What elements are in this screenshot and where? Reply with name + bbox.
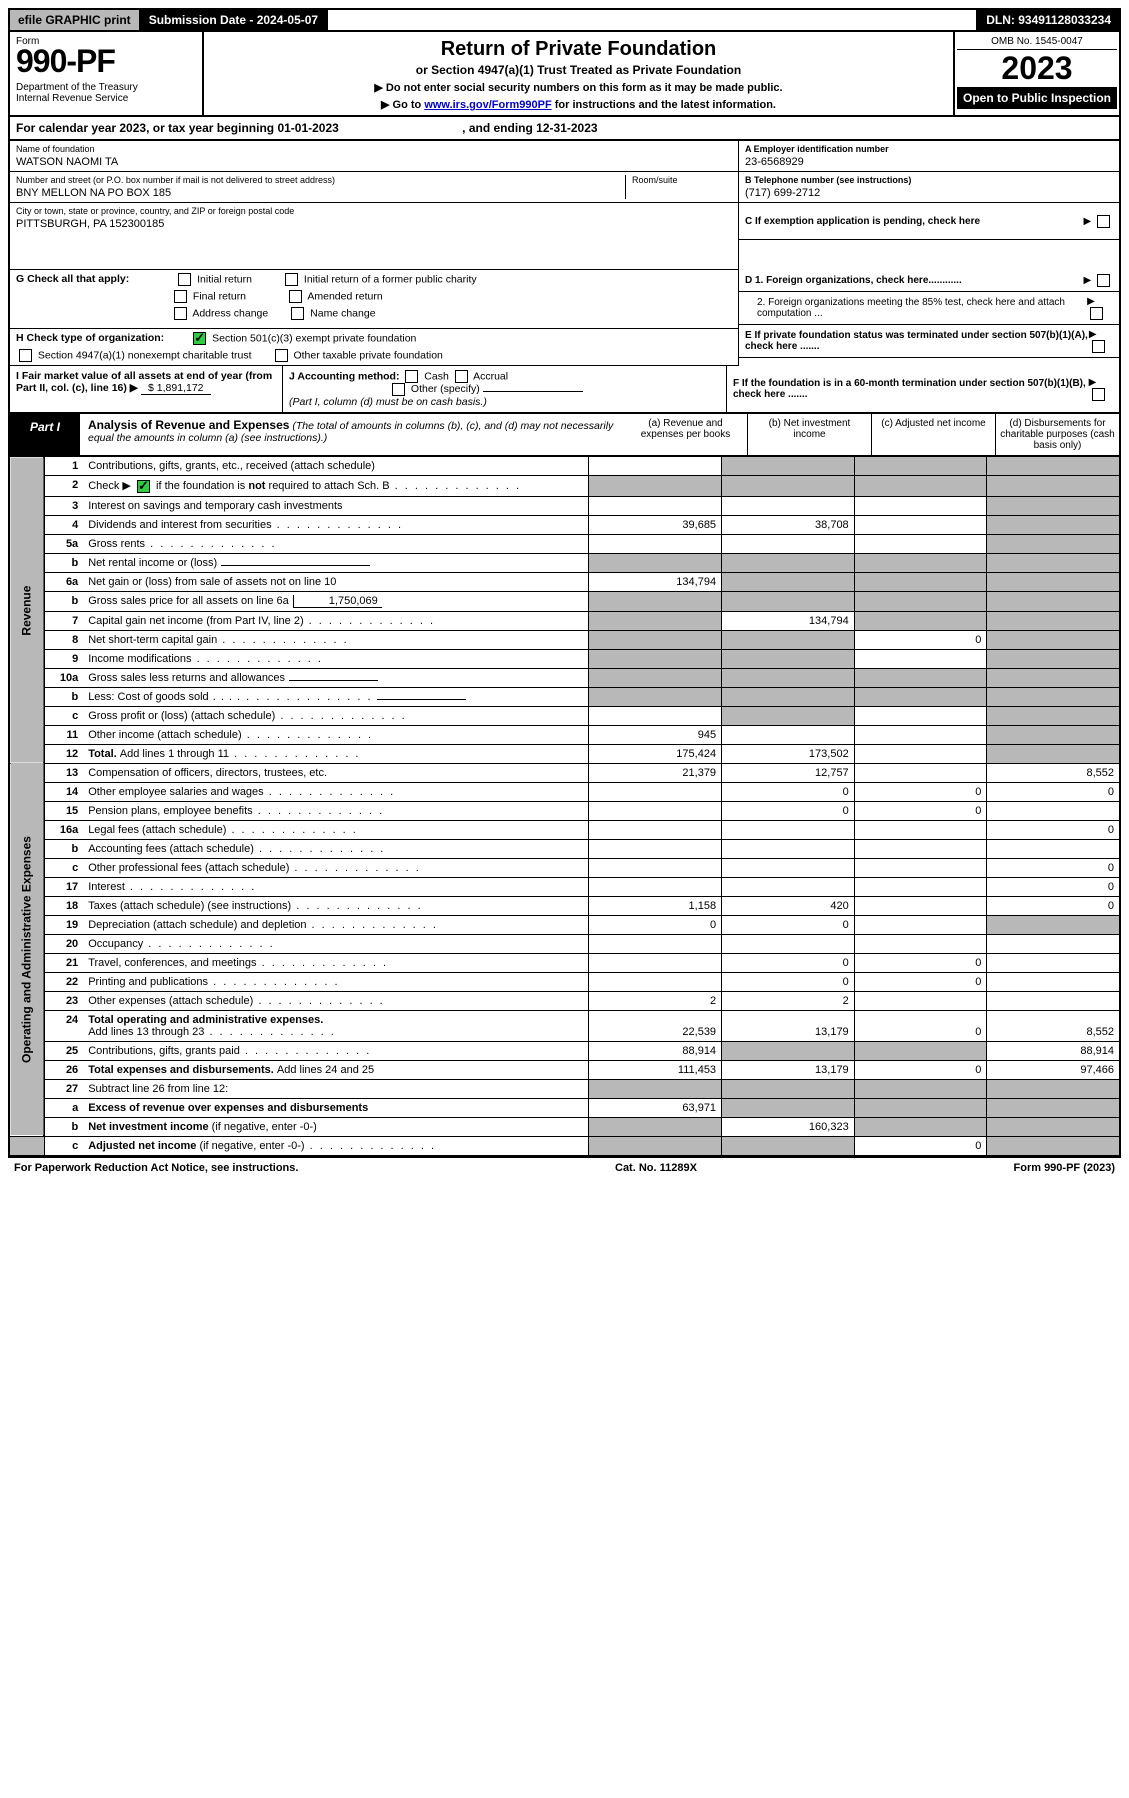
irs-label: Internal Revenue Service [16,93,196,104]
col-a-header: (a) Revenue and expenses per books [624,414,747,455]
part1-title: Analysis of Revenue and Expenses (The to… [80,414,624,455]
checkbox-e[interactable] [1092,340,1105,353]
checkbox-sch-b[interactable] [137,480,150,493]
calendar-year-row: For calendar year 2023, or tax year begi… [8,117,1121,141]
row-f: F If the foundation is in a 60-month ter… [726,366,1119,412]
form-number: 990-PF [16,43,196,80]
part1-header: Part I Analysis of Revenue and Expenses … [8,414,1121,456]
efile-label[interactable]: efile GRAPHIC print [10,10,141,30]
revenue-section-label: Revenue [9,457,44,764]
col-c-header: (c) Adjusted net income [871,414,995,455]
checkbox-cash[interactable] [405,370,418,383]
e-row: E If private foundation status was termi… [739,325,1119,358]
d2-row: 2. Foreign organizations meeting the 85%… [739,292,1119,325]
inspection-label: Open to Public Inspection [957,87,1117,109]
header-center: Return of Private Foundation or Section … [204,32,955,115]
identity-block: Name of foundation WATSON NAOMI TA Numbe… [8,141,1121,270]
form-title: Return of Private Foundation [212,38,945,61]
col-b-header: (b) Net investment income [747,414,871,455]
dln-label: DLN: 93491128033234 [978,10,1119,30]
check-g-row: G Check all that apply: Initial return I… [10,270,738,329]
instr-1: ▶ Do not enter social security numbers o… [212,81,945,94]
irs-link[interactable]: www.irs.gov/Form990PF [424,99,551,111]
checkbox-initial-return[interactable] [178,273,191,286]
instr-2: ▶ Go to www.irs.gov/Form990PF for instru… [212,98,945,111]
spacer [328,10,978,30]
row-i: I Fair market value of all assets at end… [10,366,283,412]
column-headers: (a) Revenue and expenses per books (b) N… [624,414,1119,455]
top-bar: efile GRAPHIC print Submission Date - 20… [8,8,1121,32]
checkbox-accrual[interactable] [455,370,468,383]
checkbox-4947a1[interactable] [19,349,32,362]
checkbox-name-change[interactable] [291,307,304,320]
page-footer: For Paperwork Reduction Act Notice, see … [8,1156,1121,1178]
dept-label: Department of the Treasury [16,82,196,93]
fmv-value: $ 1,891,172 [141,382,211,395]
checkbox-501c3[interactable] [193,332,206,345]
checkbox-c[interactable] [1097,215,1110,228]
form-subtitle: or Section 4947(a)(1) Trust Treated as P… [212,63,945,77]
options-block: G Check all that apply: Initial return I… [8,270,1121,366]
footer-right: Form 990-PF (2023) [1014,1162,1116,1174]
checkbox-f[interactable] [1092,388,1105,401]
checkbox-initial-public[interactable] [285,273,298,286]
submission-date: Submission Date - 2024-05-07 [141,10,328,30]
tax-year: 2023 [957,50,1117,87]
header-left: Form 990-PF Department of the Treasury I… [10,32,204,115]
checkbox-other-method[interactable] [392,383,405,396]
foundation-name-cell: Name of foundation WATSON NAOMI TA [10,141,738,172]
check-h-row: H Check type of organization: Section 50… [10,329,738,366]
ein-cell: A Employer identification number 23-6568… [739,141,1119,172]
footer-left: For Paperwork Reduction Act Notice, see … [14,1162,298,1174]
form-header: Form 990-PF Department of the Treasury I… [8,32,1121,117]
main-table: Revenue 1 Contributions, gifts, grants, … [8,456,1121,1156]
exemption-pending-cell: C If exemption application is pending, c… [739,203,1119,240]
expenses-section-label: Operating and Administrative Expenses [9,763,44,1136]
footer-center: Cat. No. 11289X [615,1162,697,1174]
omb-number: OMB No. 1545-0047 [957,34,1117,50]
phone-cell: B Telephone number (see instructions) (7… [739,172,1119,203]
d1-row: D 1. Foreign organizations, check here..… [739,270,1119,292]
ijf-row: I Fair market value of all assets at end… [8,366,1121,414]
checkbox-final-return[interactable] [174,290,187,303]
checkbox-other-taxable[interactable] [275,349,288,362]
part1-label: Part I [10,414,80,455]
address-cell: Number and street (or P.O. box number if… [10,172,738,203]
checkbox-d1[interactable] [1097,274,1110,287]
row-j: J Accounting method: Cash Accrual Other … [283,366,726,412]
checkbox-address-change[interactable] [174,307,187,320]
checkbox-d2[interactable] [1090,307,1103,320]
header-right: OMB No. 1545-0047 2023 Open to Public In… [955,32,1119,115]
checkbox-amended-return[interactable] [289,290,302,303]
col-d-header: (d) Disbursements for charitable purpose… [995,414,1119,455]
city-cell: City or town, state or province, country… [10,203,738,270]
